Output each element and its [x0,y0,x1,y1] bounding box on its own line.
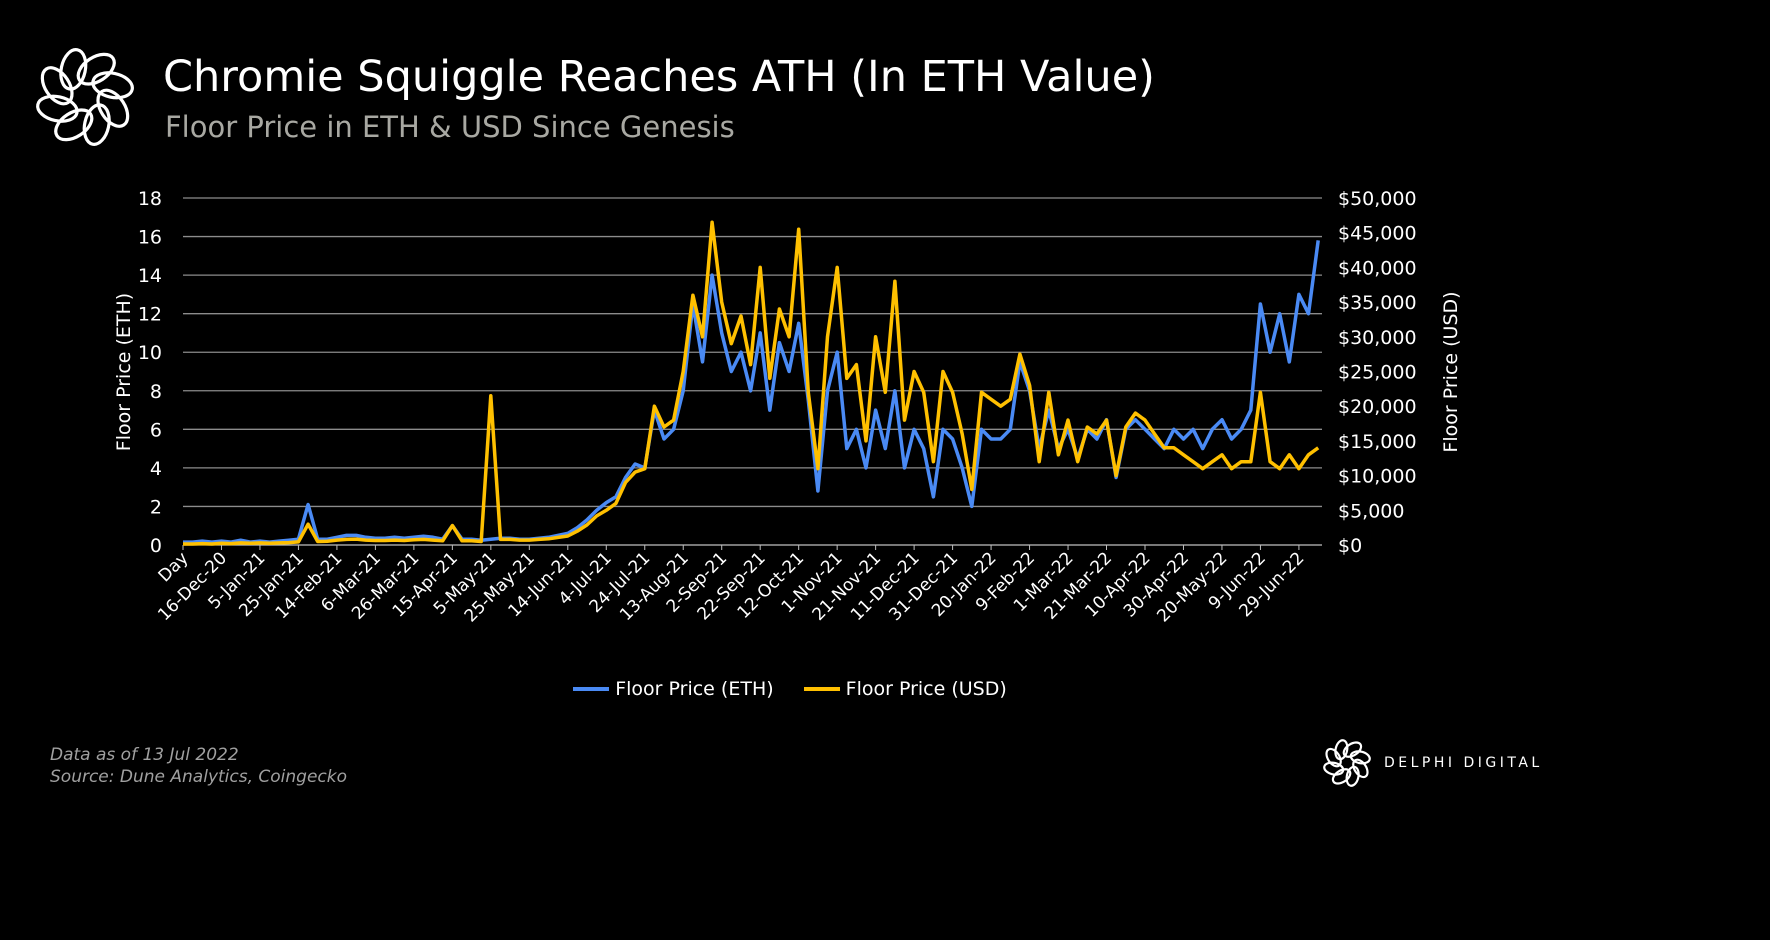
logo-loop [1352,758,1369,779]
knot-logo-icon [36,48,134,146]
series-line-usd [183,220,1320,546]
y-tick-label: 8 [150,381,162,403]
y2-tick-label: $35,000 [1338,292,1417,314]
legend-swatch-usd [803,687,840,691]
y-tick-label: 16 [138,227,162,249]
y2-tick-label: $40,000 [1338,257,1417,279]
logo-loop [1342,741,1363,758]
source-note: Source: Dune Analytics, Coingecko [50,767,348,787]
y2-tick-label: $15,000 [1338,431,1417,453]
logo-loop [91,71,134,100]
series-line-eth [183,240,1320,544]
y-tick-label: 14 [138,265,162,287]
legend-swatch-eth [573,687,610,691]
brand-name: DELPHI DIGITAL [1384,755,1543,771]
logo-loop [1345,765,1360,787]
logo-loop [1331,768,1352,785]
y-tick-label: 0 [150,535,162,557]
logo-loop [59,48,88,91]
y2-tick-label: $0 [1338,535,1362,557]
y2-tick-label: $5,000 [1338,500,1404,522]
page-title: Chromie Squiggle Reaches ATH (In ETH Val… [163,52,1155,102]
legend-label-usd: Floor Price (USD) [845,678,1007,700]
logo-loop [1334,739,1349,761]
chart-legend: Floor Price (ETH) Floor Price (USD) [0,678,1580,700]
logo-loop [82,103,111,146]
y-tick-label: 4 [150,458,162,480]
y2-tick-label: $50,000 [1338,188,1417,210]
logo-loop [1349,750,1371,765]
y-tick-label: 10 [138,342,162,364]
logo-loop [1325,747,1342,768]
y-axis-title: Floor Price (ETH) [113,293,135,451]
y2-tick-label: $30,000 [1338,327,1417,349]
logo-loop [36,94,79,123]
footer-notes: Data as of 13 Jul 2022 Source: Dune Anal… [50,744,347,788]
legend-label-eth: Floor Price (ETH) [615,678,774,700]
y2-tick-label: $10,000 [1338,466,1417,488]
logo-loop [40,66,74,106]
knot-logo-icon [1323,739,1371,787]
logo-loop [76,52,116,86]
y2-tick-label: $20,000 [1338,396,1417,418]
y2-tick-label: $25,000 [1338,362,1417,384]
legend-item-eth: Floor Price (ETH) [573,678,774,700]
y-tick-label: 2 [150,496,162,518]
brand: DELPHI DIGITAL [1322,738,1543,788]
legend-item-usd: Floor Price (USD) [803,678,1007,700]
logo-loop [96,88,130,128]
y-tick-label: 12 [138,304,162,326]
page-subtitle: Floor Price in ETH & USD Since Genesis [165,110,735,144]
y-tick-label: 18 [138,188,162,210]
logo-loop [54,108,94,142]
logo-loop [1323,761,1345,776]
data-date-note: Data as of 13 Jul 2022 [50,745,239,765]
y2-axis-title: Floor Price (USD) [1440,291,1462,452]
y2-tick-label: $45,000 [1338,223,1417,245]
y-tick-label: 6 [150,419,162,441]
